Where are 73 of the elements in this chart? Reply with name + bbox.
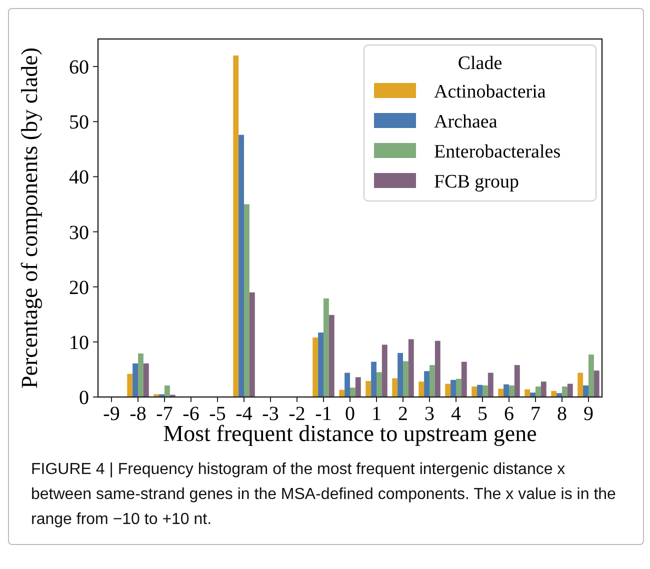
bar bbox=[324, 298, 329, 397]
bar bbox=[514, 365, 520, 397]
bar bbox=[238, 134, 244, 397]
y-tick-label: 0 bbox=[79, 387, 89, 409]
bar bbox=[424, 371, 430, 397]
legend-label: Actinobacteria bbox=[434, 82, 546, 103]
y-tick-label: 30 bbox=[69, 222, 89, 244]
bar bbox=[508, 385, 514, 397]
bar bbox=[355, 377, 361, 397]
bar bbox=[344, 372, 350, 397]
bar bbox=[583, 385, 588, 397]
x-tick-label: -9 bbox=[103, 403, 120, 425]
legend-label: Enterobacterales bbox=[434, 142, 561, 163]
bar bbox=[233, 56, 239, 397]
bar bbox=[382, 344, 388, 397]
x-tick-label: 9 bbox=[583, 403, 594, 425]
bar bbox=[164, 385, 170, 397]
x-tick-label: -8 bbox=[130, 403, 146, 425]
bar bbox=[159, 394, 165, 397]
bar bbox=[456, 378, 462, 397]
bar bbox=[339, 390, 345, 397]
bar bbox=[154, 394, 160, 397]
bar bbox=[366, 381, 372, 397]
bar bbox=[477, 384, 482, 397]
bar bbox=[556, 393, 562, 397]
bar bbox=[535, 386, 541, 397]
y-tick-label: 40 bbox=[69, 166, 89, 189]
legend-label: FCB group bbox=[434, 172, 519, 193]
bar bbox=[408, 339, 414, 397]
y-axis-title: Percentage of components (by clade) bbox=[17, 47, 42, 389]
bar bbox=[540, 382, 546, 397]
bar bbox=[482, 385, 488, 397]
bar bbox=[328, 314, 334, 397]
y-tick-label: 10 bbox=[69, 332, 89, 354]
bar bbox=[594, 370, 600, 397]
x-tick-label: 8 bbox=[556, 403, 567, 425]
bar bbox=[434, 340, 440, 397]
bar bbox=[398, 352, 403, 397]
caption: FIGURE 4 | Frequency histogram of the most frequent intergenic distance x between same-strand genes in the MSA-defined components. The x value is in the range from −10 to +10 nt. bbox=[30, 460, 617, 530]
y-tick-label: 20 bbox=[69, 276, 89, 299]
bar bbox=[402, 361, 408, 397]
bar bbox=[138, 353, 144, 397]
y-tick-label: 60 bbox=[69, 56, 89, 79]
bar bbox=[498, 388, 504, 397]
bar bbox=[445, 384, 451, 397]
bar bbox=[127, 374, 133, 397]
bar bbox=[472, 386, 478, 397]
bar bbox=[461, 362, 467, 397]
bar bbox=[530, 392, 536, 397]
y-tick-label: 50 bbox=[69, 112, 89, 134]
bar bbox=[429, 365, 435, 397]
bar bbox=[524, 389, 530, 397]
bar bbox=[350, 388, 356, 397]
bar bbox=[392, 378, 398, 397]
bar bbox=[312, 338, 318, 397]
bar bbox=[318, 332, 324, 397]
bar bbox=[132, 363, 138, 397]
bar bbox=[562, 386, 568, 397]
bar bbox=[249, 292, 255, 397]
bar bbox=[578, 372, 584, 397]
bar bbox=[567, 384, 573, 397]
bar bbox=[504, 384, 509, 397]
legend-label: Archaea bbox=[434, 112, 498, 133]
bar bbox=[450, 380, 456, 397]
bar bbox=[371, 362, 376, 397]
bar bbox=[488, 372, 494, 397]
bar bbox=[244, 204, 250, 397]
bar bbox=[143, 363, 149, 397]
bar bbox=[376, 372, 382, 397]
bar bbox=[588, 354, 594, 397]
bar bbox=[551, 390, 557, 397]
legend-title: Clade bbox=[458, 53, 502, 74]
bar bbox=[418, 382, 424, 397]
